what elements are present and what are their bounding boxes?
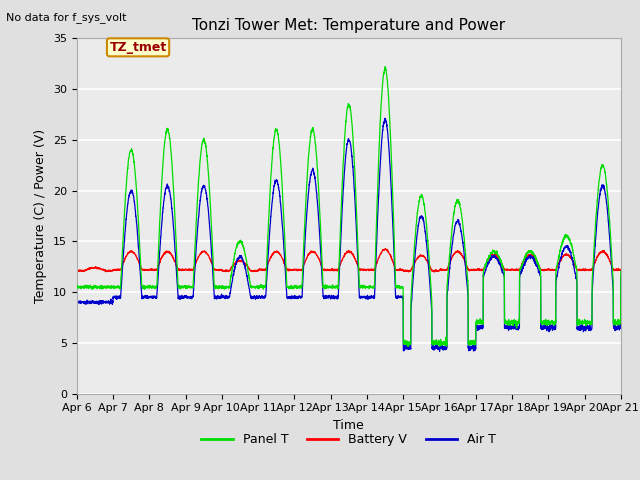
Text: No data for f_sys_volt: No data for f_sys_volt: [6, 12, 127, 23]
Air T: [607, 247, 614, 253]
Air T: [282, 269, 289, 275]
Panel T: [305, 148, 313, 154]
Battery V: [73, 268, 81, 274]
Air T: [135, 248, 143, 253]
Line: Panel T: Panel T: [77, 67, 621, 347]
Panel T: [548, 320, 556, 325]
Panel T: [381, 64, 389, 70]
Air T: [436, 348, 444, 354]
Panel T: [135, 226, 143, 232]
Title: Tonzi Tower Met: Temperature and Power: Tonzi Tower Met: Temperature and Power: [192, 18, 506, 33]
Battery V: [381, 246, 389, 252]
Air T: [381, 115, 389, 121]
Battery V: [548, 267, 556, 273]
Panel T: [167, 150, 175, 156]
Air T: [548, 324, 556, 330]
Battery V: [617, 268, 625, 274]
Battery V: [305, 251, 313, 257]
Panel T: [282, 251, 289, 256]
Battery V: [607, 259, 614, 265]
Battery V: [135, 259, 143, 265]
Panel T: [617, 268, 625, 274]
Line: Battery V: Battery V: [77, 249, 621, 272]
Battery V: [167, 251, 175, 257]
Text: TZ_tmet: TZ_tmet: [109, 41, 166, 54]
Air T: [617, 274, 625, 280]
Legend: Panel T, Battery V, Air T: Panel T, Battery V, Air T: [196, 428, 501, 451]
Battery V: [431, 269, 438, 275]
Panel T: [607, 232, 614, 238]
Battery V: [282, 262, 289, 268]
Line: Air T: Air T: [77, 118, 621, 351]
Panel T: [73, 283, 81, 288]
X-axis label: Time: Time: [333, 419, 364, 432]
Y-axis label: Temperature (C) / Power (V): Temperature (C) / Power (V): [35, 129, 47, 303]
Air T: [73, 300, 81, 306]
Air T: [167, 198, 175, 204]
Air T: [305, 185, 313, 191]
Panel T: [404, 344, 412, 349]
